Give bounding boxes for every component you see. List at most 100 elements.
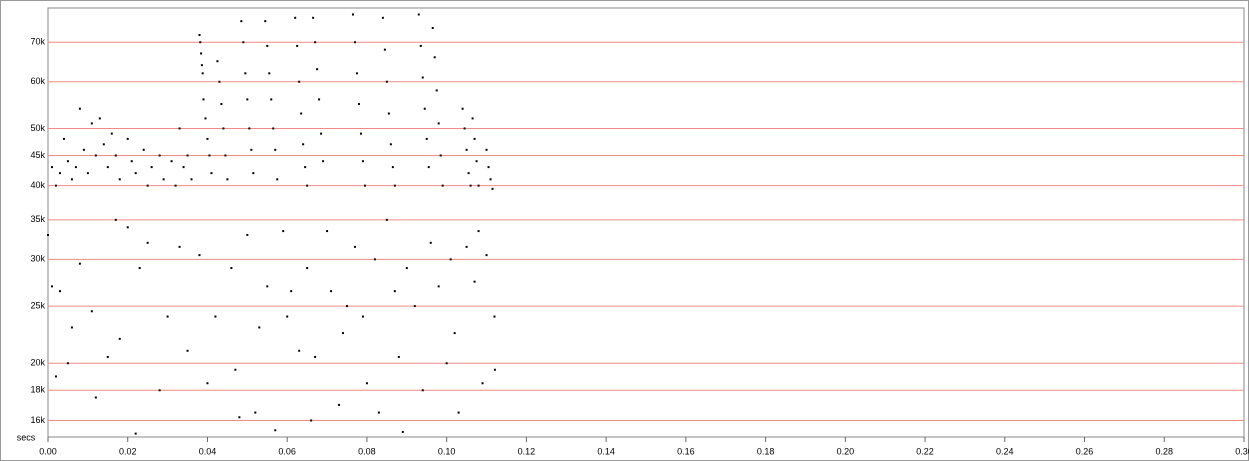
point bbox=[481, 382, 484, 385]
point bbox=[246, 233, 249, 236]
point bbox=[206, 382, 209, 385]
point bbox=[477, 184, 480, 187]
point bbox=[150, 166, 153, 169]
point bbox=[142, 148, 145, 151]
y-tick-label: 16k bbox=[30, 415, 45, 425]
point bbox=[465, 245, 468, 248]
point bbox=[457, 411, 460, 414]
point bbox=[244, 72, 247, 75]
point bbox=[405, 267, 408, 270]
point bbox=[304, 166, 307, 169]
point bbox=[475, 160, 478, 163]
point bbox=[230, 267, 233, 270]
point bbox=[198, 254, 201, 257]
x-tick-label: 0.18 bbox=[757, 446, 775, 456]
x-axis-label: secs bbox=[17, 432, 36, 442]
x-tick-label: 0.04 bbox=[199, 446, 217, 456]
point bbox=[330, 290, 333, 293]
point bbox=[489, 178, 492, 181]
point bbox=[473, 137, 476, 140]
x-tick-label: 0.22 bbox=[916, 446, 934, 456]
y-tick-label: 25k bbox=[30, 300, 45, 310]
x-tick-label: 0.24 bbox=[996, 446, 1014, 456]
point bbox=[118, 337, 121, 340]
point bbox=[463, 127, 466, 130]
point bbox=[465, 148, 468, 151]
y-tick-label: 30k bbox=[30, 254, 45, 264]
point bbox=[222, 127, 225, 130]
point bbox=[357, 103, 360, 106]
point bbox=[421, 389, 424, 392]
point bbox=[493, 368, 496, 371]
point bbox=[174, 184, 177, 187]
x-tick-label: 0.12 bbox=[518, 446, 536, 456]
point bbox=[437, 122, 440, 125]
point bbox=[355, 72, 358, 75]
y-tick-label: 45k bbox=[30, 150, 45, 160]
point bbox=[391, 166, 394, 169]
point bbox=[385, 218, 388, 221]
point bbox=[186, 154, 189, 157]
point bbox=[234, 368, 237, 371]
y-tick-label: 18k bbox=[30, 385, 45, 395]
point bbox=[178, 245, 181, 248]
point bbox=[423, 107, 426, 110]
x-tick-label: 0.10 bbox=[438, 446, 456, 456]
point bbox=[318, 98, 321, 101]
point bbox=[274, 429, 277, 432]
point bbox=[242, 41, 245, 44]
point bbox=[365, 382, 368, 385]
point bbox=[238, 416, 241, 419]
point bbox=[94, 154, 97, 157]
point bbox=[302, 143, 305, 146]
point bbox=[433, 56, 436, 59]
point bbox=[248, 127, 251, 130]
point bbox=[276, 178, 279, 181]
point bbox=[114, 218, 117, 221]
point bbox=[359, 132, 362, 135]
point bbox=[306, 184, 309, 187]
y-tick-label: 60k bbox=[30, 76, 45, 86]
point bbox=[314, 355, 317, 358]
point bbox=[138, 267, 141, 270]
point bbox=[300, 112, 303, 115]
point bbox=[320, 132, 323, 135]
point bbox=[266, 285, 269, 288]
point bbox=[216, 60, 219, 63]
point bbox=[66, 362, 69, 365]
point bbox=[353, 41, 356, 44]
point bbox=[491, 187, 494, 190]
point bbox=[298, 80, 301, 83]
point bbox=[429, 241, 432, 244]
point bbox=[74, 166, 77, 169]
point bbox=[126, 226, 129, 229]
point bbox=[439, 154, 442, 157]
point bbox=[126, 137, 129, 140]
point bbox=[86, 172, 89, 175]
point bbox=[58, 290, 61, 293]
y-tick-label: 20k bbox=[30, 358, 45, 368]
point bbox=[224, 154, 227, 157]
y-tick-label: 70k bbox=[30, 37, 45, 47]
point bbox=[220, 103, 223, 106]
point bbox=[314, 41, 317, 44]
x-tick-label: 0.20 bbox=[837, 446, 855, 456]
point bbox=[54, 375, 57, 378]
point bbox=[70, 178, 73, 181]
x-tick-label: 0.30 bbox=[1235, 446, 1249, 456]
point bbox=[110, 132, 113, 135]
x-tick-label: 0.08 bbox=[358, 446, 376, 456]
point bbox=[473, 280, 476, 283]
point bbox=[306, 267, 309, 270]
point bbox=[373, 258, 376, 261]
point bbox=[82, 148, 85, 151]
point bbox=[272, 127, 275, 130]
point bbox=[114, 154, 117, 157]
point bbox=[385, 80, 388, 83]
point bbox=[246, 98, 249, 101]
y-tick-label: 40k bbox=[30, 180, 45, 190]
point bbox=[413, 305, 416, 308]
point bbox=[130, 160, 133, 163]
point bbox=[393, 184, 396, 187]
